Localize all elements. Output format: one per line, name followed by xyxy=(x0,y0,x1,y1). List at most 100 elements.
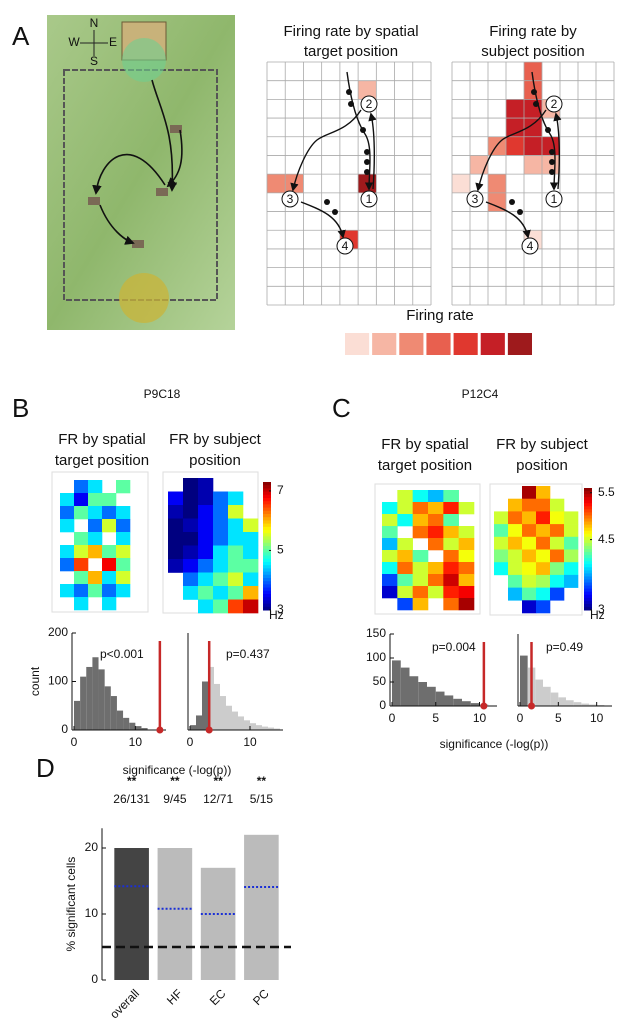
map-cell xyxy=(168,532,184,546)
x-tick-label: overall xyxy=(107,986,142,1021)
map-cell xyxy=(183,518,199,533)
trajectory-dot xyxy=(509,199,515,205)
rate-cell xyxy=(524,155,542,175)
colorbar-step xyxy=(584,600,592,605)
colorbar-step xyxy=(263,517,271,521)
map-cell xyxy=(228,545,244,560)
histogram-bar xyxy=(418,682,427,706)
map-cell xyxy=(168,518,184,533)
colorbar-step xyxy=(263,578,271,582)
map-cell xyxy=(536,587,551,601)
colorbar-step xyxy=(584,488,592,492)
map-cell xyxy=(458,502,475,515)
map-cell xyxy=(60,493,75,507)
grid: 1 2 3 4 xyxy=(266,61,432,306)
colorbar-step xyxy=(263,552,271,557)
map-cell xyxy=(412,514,429,527)
trajectory xyxy=(300,201,346,239)
map-cell xyxy=(228,518,244,533)
map-cell xyxy=(382,514,398,527)
colorbar-step xyxy=(263,498,271,502)
p-value: p<0.001 xyxy=(100,647,144,661)
map-cell xyxy=(60,584,75,598)
histogram-bar xyxy=(244,720,250,730)
map-cell xyxy=(88,480,103,494)
bar xyxy=(244,834,279,980)
map-cell xyxy=(198,545,214,560)
trajectory xyxy=(475,109,547,192)
colorbar-label: 7 xyxy=(277,483,284,497)
target-marker xyxy=(545,190,563,208)
map-cell xyxy=(198,586,214,600)
trajectory-dot xyxy=(346,89,352,95)
histogram-bar xyxy=(573,702,582,706)
map-cell xyxy=(412,526,429,539)
map-frame xyxy=(51,471,149,613)
x-tick-label: 5 xyxy=(555,711,562,725)
map-cell xyxy=(102,584,117,598)
map-cell xyxy=(116,506,131,520)
colorbar-step xyxy=(584,552,592,556)
map-cell xyxy=(494,511,509,525)
y-tick-label: 100 xyxy=(366,650,386,664)
map-cell xyxy=(183,545,199,560)
target-label: 1 xyxy=(551,192,558,206)
histogram-bar xyxy=(86,666,93,730)
rate-cell xyxy=(470,155,488,175)
map-cell xyxy=(550,587,565,601)
panel-letter: C xyxy=(332,393,351,423)
colorbar-step xyxy=(584,555,592,559)
target-marker xyxy=(466,190,484,208)
significance-dot xyxy=(156,726,164,734)
map-cell xyxy=(397,502,413,515)
map-cell xyxy=(508,536,523,550)
target-label: 4 xyxy=(527,239,534,253)
map-cell xyxy=(443,598,459,611)
colorbar-step xyxy=(584,500,592,504)
histogram-bar xyxy=(262,726,268,730)
y-axis-label: count xyxy=(28,666,42,696)
x-tick-label: 0 xyxy=(187,735,194,749)
histogram-bar xyxy=(104,686,111,730)
map-cell xyxy=(88,532,103,546)
map-cell xyxy=(564,511,579,525)
map-cell xyxy=(536,524,551,538)
colorbar-step xyxy=(584,509,592,513)
map-cell xyxy=(508,587,523,601)
panel-letter: D xyxy=(36,753,55,783)
colorbar-step xyxy=(584,570,592,574)
trajectory-dot xyxy=(549,169,555,175)
colorbar-step xyxy=(584,497,592,501)
map-cell xyxy=(116,480,131,494)
map-cell xyxy=(522,587,537,601)
colorbar-step xyxy=(263,600,271,605)
colorbar-step xyxy=(263,542,271,547)
map-title: position xyxy=(189,452,241,469)
map-cell xyxy=(88,493,103,507)
colorbar-step xyxy=(584,576,592,580)
colorbar-step xyxy=(263,590,271,595)
colorbar-step xyxy=(584,512,592,516)
colorbar-step xyxy=(263,546,271,550)
map-cell xyxy=(550,524,565,538)
histogram-bar xyxy=(444,695,454,706)
map-cell xyxy=(102,493,117,507)
trajectory-dot xyxy=(360,127,366,133)
map-cell xyxy=(564,524,579,538)
trajectory-dot xyxy=(549,159,555,165)
histogram-bar xyxy=(250,723,256,730)
colorbar-step xyxy=(584,585,592,590)
panel-letter: A xyxy=(12,21,30,51)
y-axis-label: % significant cells xyxy=(64,857,78,952)
map-cell xyxy=(428,562,444,575)
trajectory xyxy=(290,109,362,192)
rate-cell xyxy=(506,99,524,119)
x-axis-label: significance (-log(p)) xyxy=(440,737,549,751)
grid: 1 2 3 4 xyxy=(451,61,615,306)
colorbar-swatch xyxy=(480,333,505,355)
colorbar-step xyxy=(263,482,271,486)
colorbar-unit: Hz xyxy=(590,608,605,622)
colorbar-step xyxy=(584,597,592,602)
map-cell xyxy=(508,524,523,538)
